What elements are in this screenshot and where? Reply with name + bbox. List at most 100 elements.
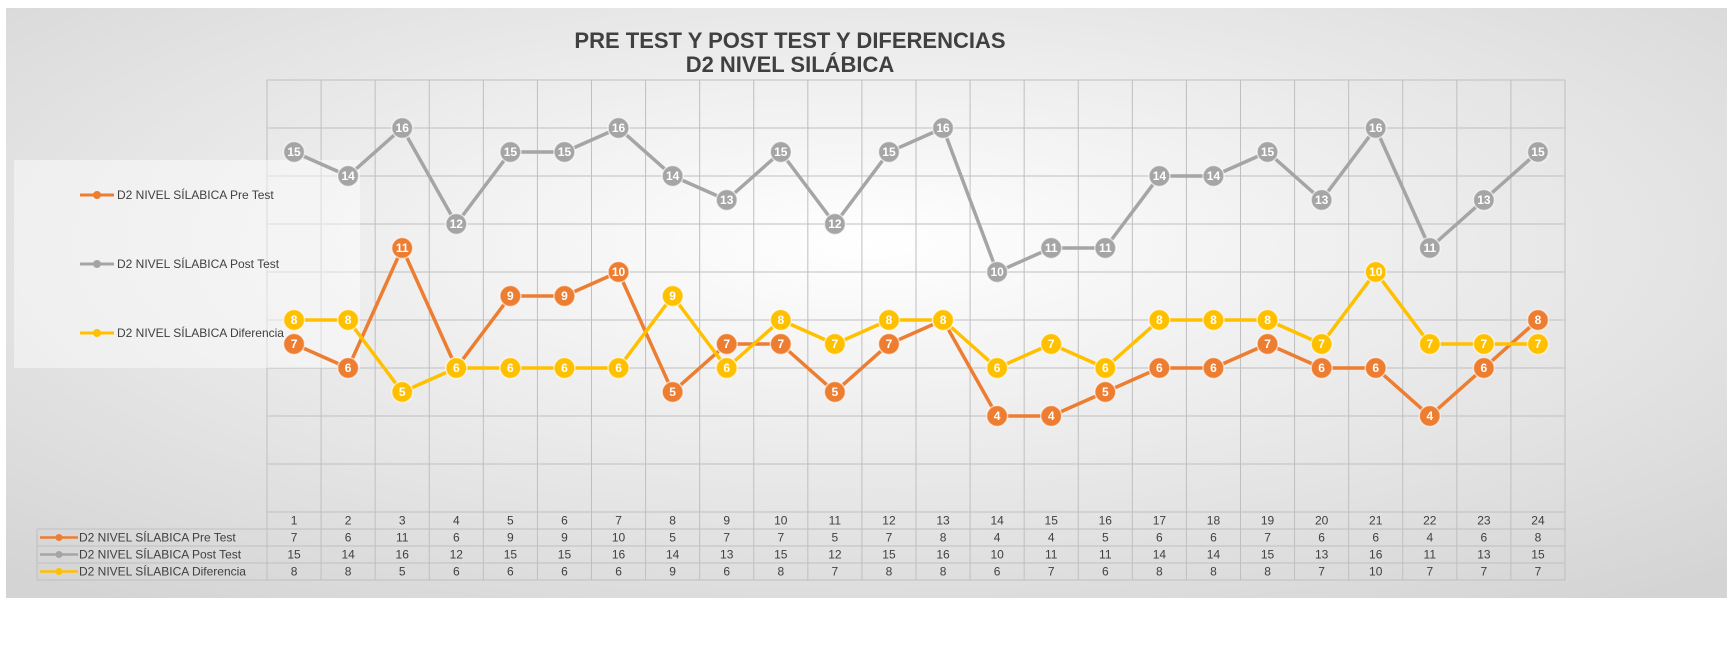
data-label: 8 bbox=[1156, 313, 1163, 327]
data-label: 6 bbox=[1156, 361, 1163, 375]
data-label: 4 bbox=[994, 409, 1001, 423]
data-point bbox=[336, 164, 360, 188]
data-label: 16 bbox=[1369, 121, 1383, 135]
data-point bbox=[282, 308, 306, 332]
table-value: 6 bbox=[1210, 531, 1217, 545]
table-value: 8 bbox=[1264, 565, 1271, 579]
data-point bbox=[1472, 356, 1496, 380]
data-point bbox=[553, 140, 576, 164]
table-value: 7 bbox=[1481, 565, 1488, 579]
data-label: 14 bbox=[341, 169, 355, 183]
data-label: 8 bbox=[886, 313, 893, 327]
legend-marker bbox=[93, 191, 101, 199]
data-point bbox=[1418, 236, 1442, 260]
x-tick-label: 3 bbox=[399, 514, 406, 528]
table-value: 6 bbox=[1372, 531, 1379, 545]
data-point bbox=[1148, 356, 1171, 380]
table-value: 16 bbox=[936, 548, 950, 562]
data-point bbox=[390, 116, 414, 140]
table-legend-marker bbox=[55, 534, 63, 541]
data-label: 9 bbox=[669, 289, 676, 303]
data-point bbox=[715, 188, 738, 212]
table-value: 5 bbox=[399, 565, 406, 579]
data-point bbox=[1472, 332, 1496, 356]
legend-label: D2 NIVEL SÍLABICA Diferencia bbox=[117, 325, 284, 340]
data-label: 15 bbox=[558, 145, 572, 159]
table-value: 9 bbox=[561, 531, 568, 545]
x-tick-label: 4 bbox=[453, 514, 460, 528]
data-label: 8 bbox=[291, 313, 298, 327]
table-value: 15 bbox=[504, 548, 518, 562]
table-legend-marker bbox=[55, 568, 63, 575]
data-label: 7 bbox=[291, 337, 298, 351]
data-label: 6 bbox=[1102, 361, 1109, 375]
data-point bbox=[1364, 356, 1387, 380]
data-point bbox=[1148, 308, 1171, 332]
table-value: 6 bbox=[453, 565, 460, 579]
data-point bbox=[1526, 332, 1550, 356]
data-point bbox=[877, 308, 901, 332]
table-value: 5 bbox=[1102, 531, 1109, 545]
data-point bbox=[1472, 188, 1496, 212]
table-series-name: D2 NIVEL SÍLABICA Post Test bbox=[79, 547, 242, 562]
data-point bbox=[1094, 236, 1117, 260]
data-label: 7 bbox=[1535, 337, 1542, 351]
table-value: 7 bbox=[832, 565, 839, 579]
data-point bbox=[823, 332, 847, 356]
legend-label: D2 NIVEL SÍLABICA Pre Test bbox=[117, 187, 274, 202]
table-value: 9 bbox=[669, 565, 676, 579]
data-table: 1 2 3 4 5 6 7 8 9 10 11 12 13 14 15 16 17 18 19 20 21 22 23 24D… bbox=[36, 514, 1565, 581]
data-label: 14 bbox=[1153, 169, 1167, 183]
table-value: 6 bbox=[1156, 531, 1163, 545]
data-point bbox=[390, 380, 414, 404]
x-tick-label: 21 bbox=[1369, 514, 1383, 528]
data-point bbox=[607, 356, 630, 380]
data-point bbox=[877, 140, 901, 164]
table-value: 13 bbox=[1477, 548, 1491, 562]
table-value: 15 bbox=[1261, 548, 1275, 562]
table-value: 6 bbox=[507, 565, 514, 579]
data-label: 12 bbox=[450, 217, 464, 231]
data-label: 11 bbox=[1045, 241, 1058, 255]
data-label: 8 bbox=[1535, 313, 1542, 327]
data-label: 13 bbox=[1477, 193, 1491, 207]
data-label: 7 bbox=[1481, 337, 1488, 351]
data-point bbox=[931, 308, 955, 332]
data-point bbox=[931, 116, 955, 140]
x-tick-label: 2 bbox=[345, 514, 352, 528]
data-point bbox=[769, 332, 793, 356]
data-point bbox=[607, 116, 630, 140]
data-label: 8 bbox=[1210, 313, 1217, 327]
chart-subtitle: D2 NIVEL SILÁBICA bbox=[686, 52, 895, 77]
data-label: 15 bbox=[774, 145, 788, 159]
legend: D2 NIVEL SÍLABICA Pre Test D2 NIVEL SÍLAB… bbox=[80, 187, 284, 340]
table-value: 10 bbox=[612, 531, 626, 545]
data-point bbox=[553, 356, 576, 380]
table-value: 14 bbox=[666, 548, 680, 562]
data-label: 15 bbox=[1531, 145, 1545, 159]
data-point bbox=[661, 284, 684, 308]
plot: 7 6 11 6 9 9 10 5 7 7 5 7 8 4 4 5 6 6 7 6 6 4 6 8 15 14 16 12 15 15 16… bbox=[282, 116, 1550, 428]
table-value: 8 bbox=[1535, 531, 1542, 545]
x-tick-label: 5 bbox=[507, 514, 514, 528]
data-label: 14 bbox=[1207, 169, 1221, 183]
data-point bbox=[1039, 332, 1063, 356]
table-value: 6 bbox=[561, 565, 568, 579]
x-tick-label: 15 bbox=[1045, 514, 1059, 528]
data-point bbox=[1256, 332, 1279, 356]
data-point bbox=[877, 332, 901, 356]
data-point bbox=[1202, 164, 1225, 188]
table-value: 7 bbox=[723, 531, 730, 545]
table-value: 8 bbox=[345, 565, 352, 579]
data-point bbox=[769, 308, 793, 332]
table-value: 15 bbox=[1531, 548, 1545, 562]
data-label: 10 bbox=[990, 265, 1004, 279]
table-series-name: D2 NIVEL SÍLABICA Pre Test bbox=[79, 530, 236, 545]
x-tick-label: 14 bbox=[990, 514, 1004, 528]
table-value: 11 bbox=[1424, 548, 1437, 562]
table-value: 5 bbox=[832, 531, 839, 545]
x-tick-label: 9 bbox=[723, 514, 730, 528]
data-point bbox=[1310, 188, 1333, 212]
x-tick-label: 22 bbox=[1423, 514, 1437, 528]
